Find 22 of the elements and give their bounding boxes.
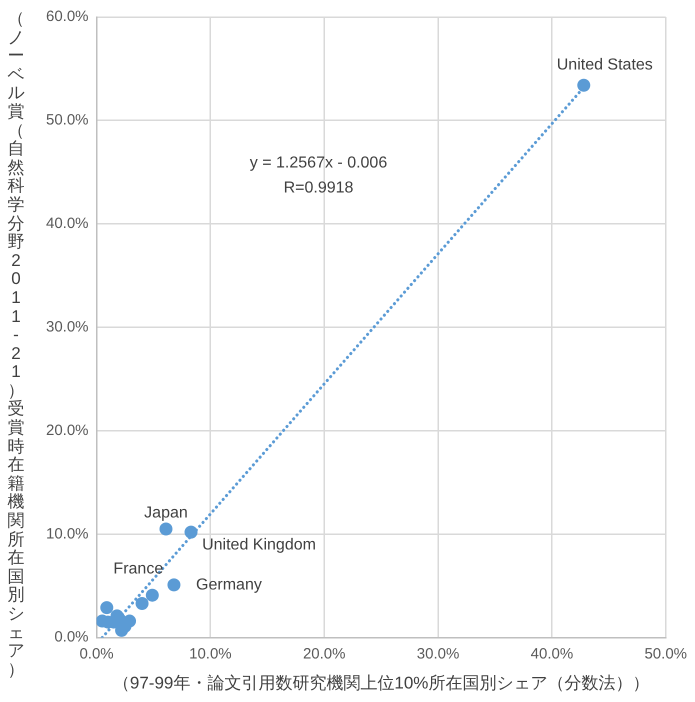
x-tick-label: 0.0%: [79, 646, 114, 663]
annotation: R=0.9918: [284, 179, 354, 196]
annotation: France: [113, 560, 164, 578]
annotation: Germany: [196, 576, 262, 594]
x-tick-label: 50.0%: [644, 646, 688, 663]
annotation: United States: [556, 56, 653, 74]
x-tick-label: 10.0%: [189, 646, 232, 663]
x-tick-label: 40.0%: [530, 646, 574, 663]
y-tick-label: 50.0%: [46, 112, 89, 129]
text: （ノーベル賞（自然科学分野2011-21）受賞時在籍機関所在国別シェア）: [8, 9, 24, 679]
y-tick-label: 20.0%: [46, 422, 89, 439]
y-tick-label: 40.0%: [46, 215, 89, 232]
x-tick-label: 30.0%: [416, 646, 460, 663]
y-tick-label: 0.0%: [54, 628, 89, 646]
y-tick-label: 30.0%: [46, 318, 89, 336]
x-tick-label: 20.0%: [302, 646, 346, 663]
y-tick-label: 10.0%: [46, 525, 89, 542]
annotation: y = 1.2567x - 0.006: [250, 154, 388, 172]
annotation: United Kingdom: [202, 536, 316, 554]
annotation: Japan: [144, 504, 188, 522]
x-axis-title: （97-99年・論文引用数研究機関上位10%所在国別シェア（分数法））: [112, 673, 650, 692]
y-tick-label: 60.0%: [46, 8, 89, 26]
